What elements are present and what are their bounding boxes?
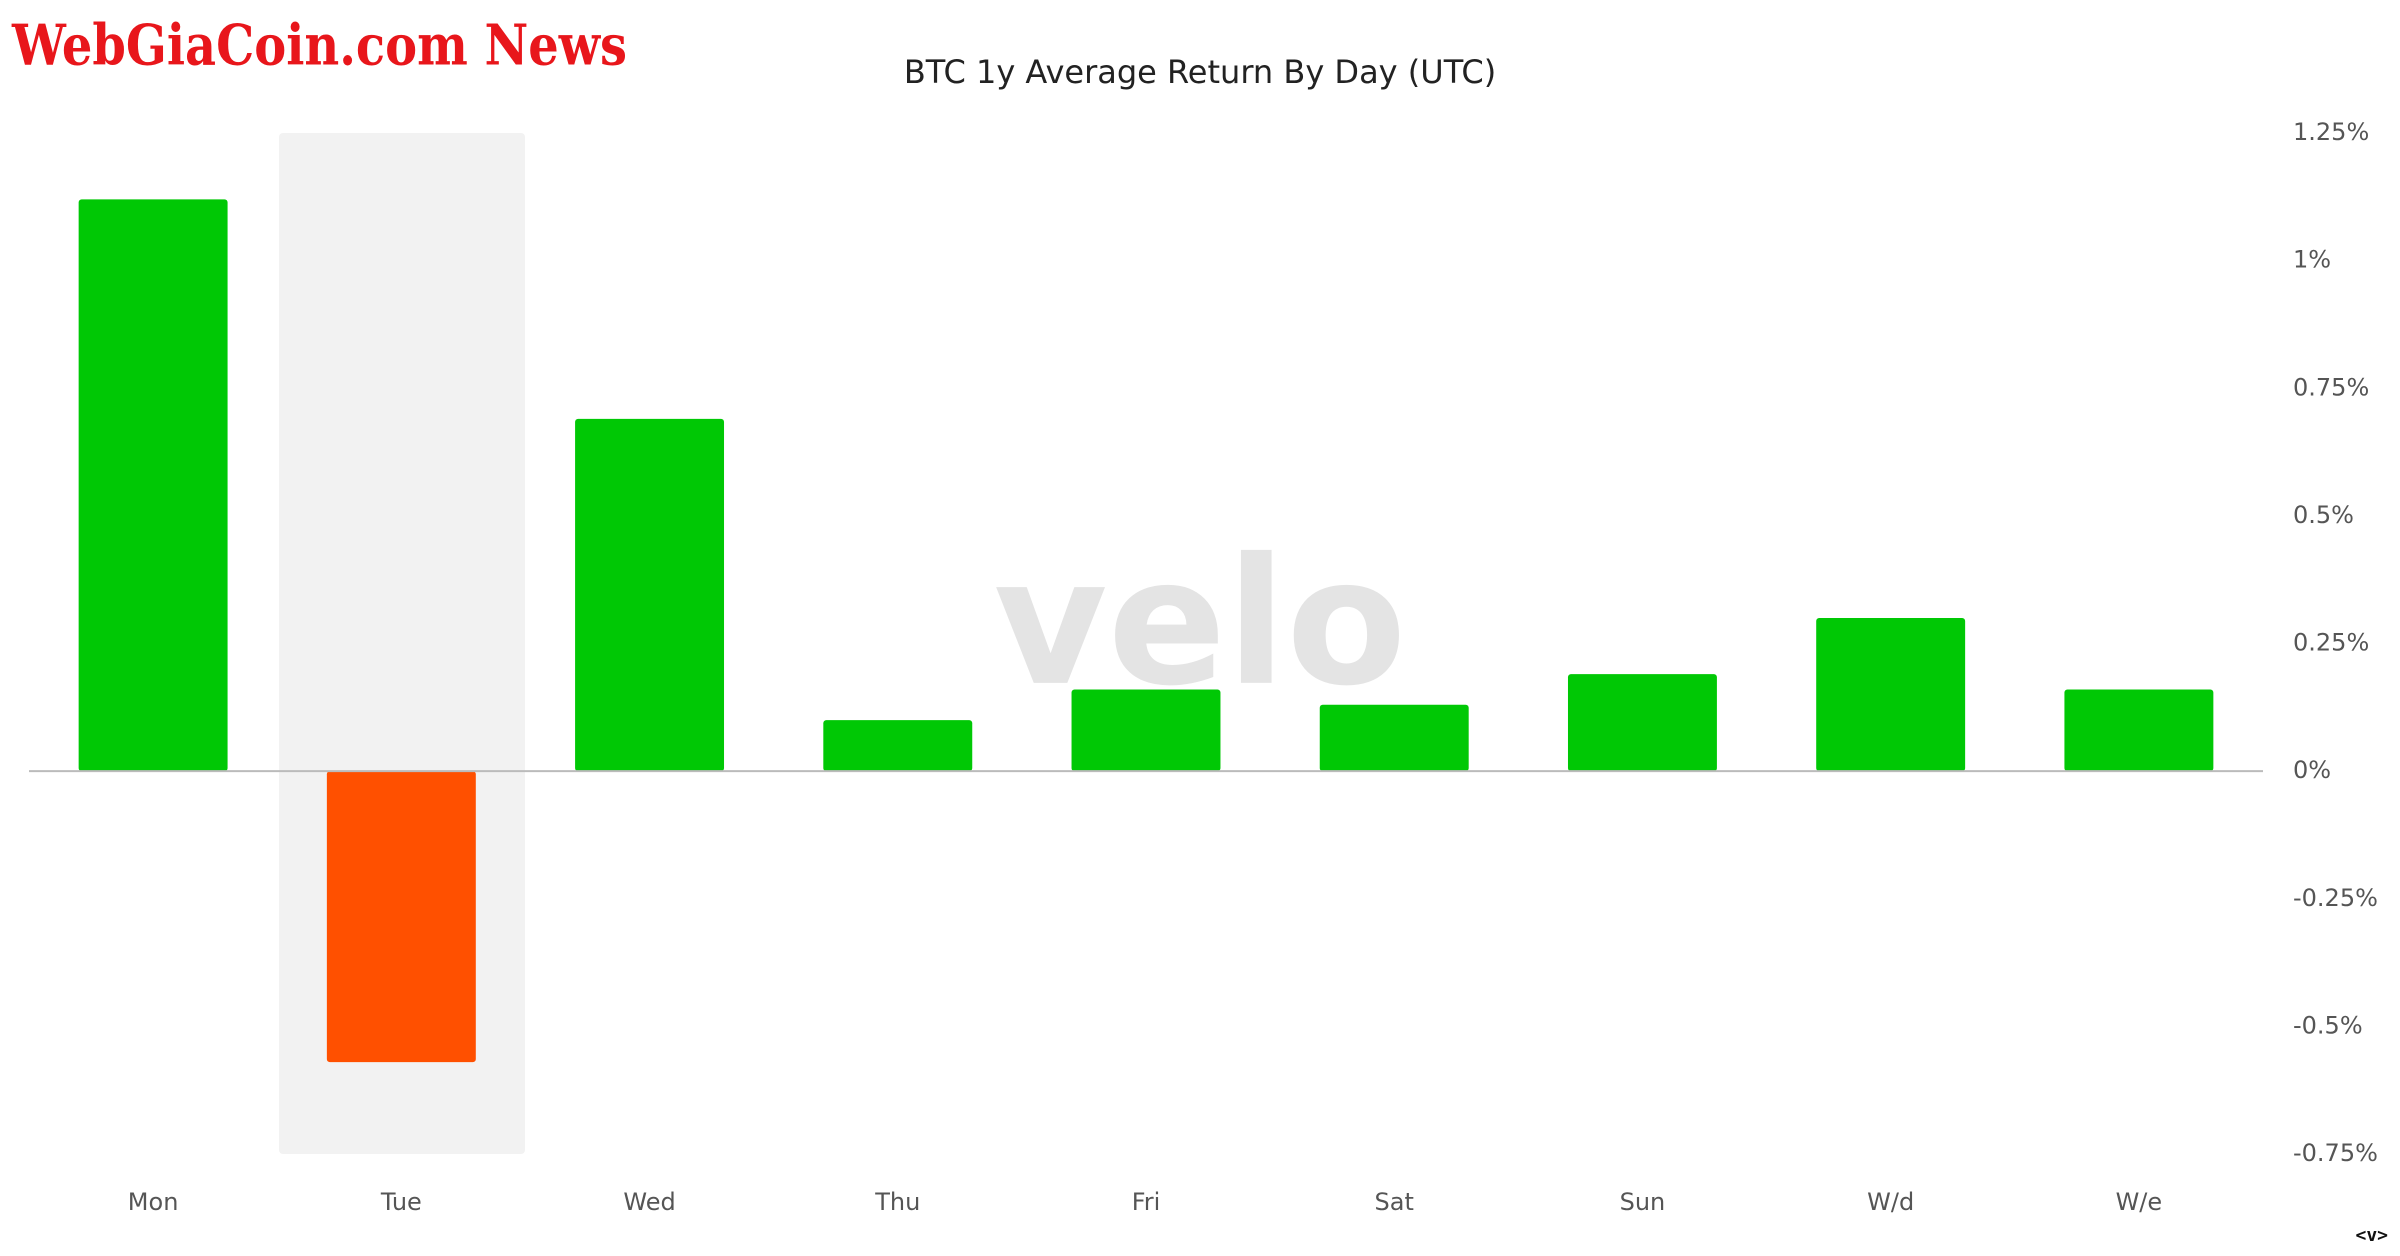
y-tick-label: -0.5% (2293, 1011, 2363, 1039)
y-tick-label: 1% (2293, 246, 2331, 274)
bar (78, 199, 228, 772)
y-tick-label: -0.75% (2293, 1139, 2378, 1167)
x-tick-label: Mon (128, 1188, 179, 1216)
bar (1071, 689, 1221, 772)
brand-watermark: WebGiaCoin.com News (11, 13, 627, 79)
y-tick-label: 0.75% (2293, 373, 2369, 401)
bar (1816, 617, 1966, 772)
plot-area: 1.25% 1% 0.75% 0.5% 0.25% 0% -0.25% -0.5% -0.75%… (29, 118, 2378, 1216)
x-tick-label: W/e (2116, 1188, 2163, 1216)
x-tick-label: Tue (380, 1188, 422, 1216)
bar (575, 418, 725, 772)
x-tick-label: Fri (1132, 1188, 1161, 1216)
x-tick-label: Wed (623, 1188, 675, 1216)
chart-title: BTC 1y Average Return By Day (UTC) (904, 53, 1496, 91)
bar (1319, 704, 1469, 772)
bar (326, 771, 476, 1063)
x-tick-label: Sun (1620, 1188, 1666, 1216)
y-tick-label: 1.25% (2293, 118, 2369, 146)
y-tick-label: -0.25% (2293, 884, 2378, 912)
x-tick-label: Thu (874, 1188, 920, 1216)
y-tick-label: 0% (2293, 756, 2331, 784)
bar (823, 720, 973, 772)
x-tick-label: Sat (1375, 1188, 1414, 1216)
y-tick-label: 0.25% (2293, 629, 2369, 657)
x-tick-label: W/d (1867, 1188, 1914, 1216)
y-tick-label: 0.5% (2293, 501, 2354, 529)
bar (2064, 689, 2214, 772)
corner-logo: <v> (2355, 1225, 2388, 1246)
bar (1567, 674, 1717, 772)
